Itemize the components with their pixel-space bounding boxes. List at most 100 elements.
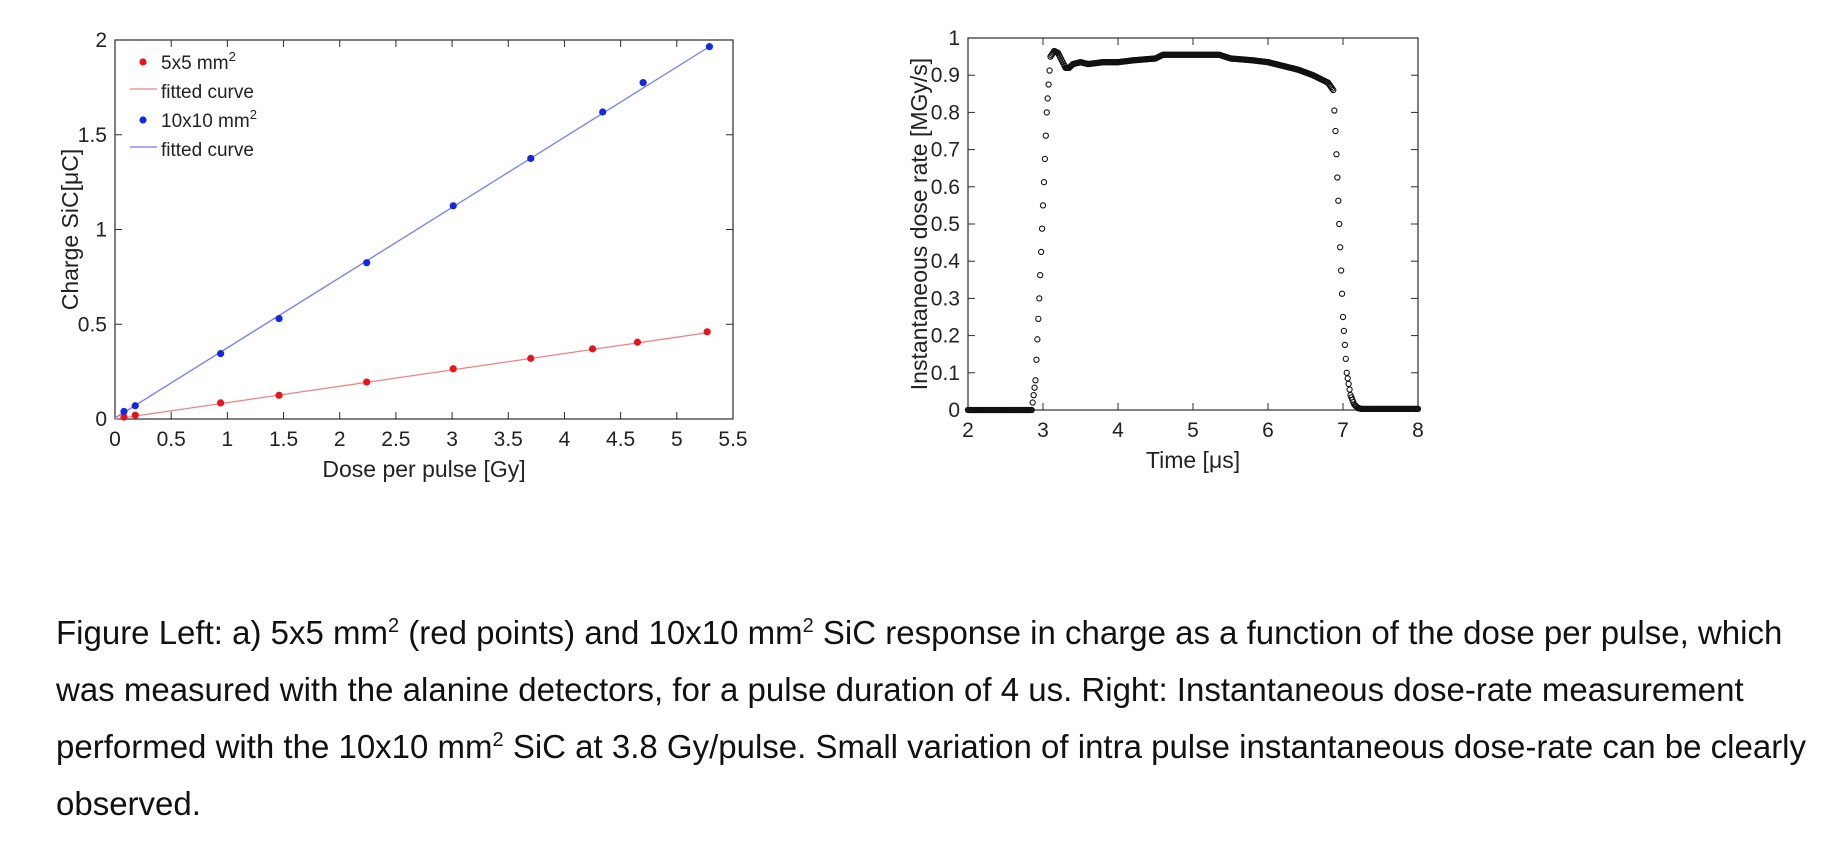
x-tick-label: 7 bbox=[1337, 419, 1349, 442]
data-point bbox=[1340, 327, 1348, 335]
data-point bbox=[1028, 406, 1035, 414]
fitted-curve-line bbox=[114, 332, 708, 420]
legend-entry-sup: 2 bbox=[250, 107, 257, 122]
x-tick-label: 4 bbox=[1112, 419, 1124, 442]
data-point bbox=[131, 411, 139, 419]
y-tick-label: 0.6 bbox=[931, 176, 960, 199]
y-tick-label: 2 bbox=[95, 29, 107, 52]
y-tick-label: 0 bbox=[948, 399, 960, 422]
caption-part-3: SiC response in charge as a function of … bbox=[56, 614, 1783, 765]
data-point bbox=[1029, 399, 1036, 406]
y-tick-label: 0.9 bbox=[931, 64, 960, 87]
data-point bbox=[1334, 174, 1341, 181]
data-point bbox=[1337, 244, 1344, 251]
x-tick-label: 1.5 bbox=[269, 428, 298, 451]
data-point bbox=[1044, 95, 1051, 102]
y-tick-label: 0 bbox=[95, 408, 107, 431]
x-tick-label: 8 bbox=[1412, 419, 1424, 442]
data-point bbox=[633, 338, 642, 346]
data-point bbox=[1337, 267, 1345, 274]
data-point bbox=[1336, 220, 1343, 228]
x-tick-label: 6 bbox=[1262, 419, 1274, 442]
data-point bbox=[363, 378, 371, 386]
x-tick-label: 5.5 bbox=[718, 428, 747, 451]
data-point bbox=[1037, 271, 1044, 279]
y-tick-label: 1.5 bbox=[78, 124, 107, 147]
x-tick-label: 4 bbox=[559, 428, 571, 451]
x-tick-label: 0.5 bbox=[157, 428, 186, 451]
legend-entry: 10x10 mm2 bbox=[161, 107, 257, 132]
data-point bbox=[1039, 202, 1047, 209]
data-point bbox=[120, 407, 128, 416]
data-point bbox=[275, 391, 283, 399]
data-point bbox=[588, 345, 597, 353]
data-point bbox=[703, 328, 711, 336]
fitted-curve-line bbox=[114, 46, 710, 419]
y-tick-label: 0.3 bbox=[931, 287, 960, 310]
data-point bbox=[275, 314, 283, 323]
legend-entry: fitted curve bbox=[161, 140, 254, 161]
caption-part-2: (red points) and 10x10 mm bbox=[399, 614, 803, 651]
y-axis-label: Charge SiC[μC] bbox=[57, 149, 83, 311]
y-tick-label: 0.1 bbox=[931, 362, 960, 385]
legend-entry-label: fitted curve bbox=[161, 82, 254, 103]
data-point bbox=[1330, 86, 1337, 94]
right-chart: 2 3 4 5 6 7 8 0 0.1 0.2 0.3 0.4 0.5 0.6 0.7 0.8 0.9 1 Time… bbox=[906, 27, 1424, 473]
legend-entry-sup: 2 bbox=[229, 49, 236, 64]
legend-entry: 5x5 mm2 bbox=[161, 49, 236, 74]
data-point bbox=[1043, 109, 1050, 116]
x-tick-label: 2 bbox=[334, 428, 346, 451]
data-point bbox=[1031, 384, 1038, 391]
y-tick-label: 0.8 bbox=[931, 101, 960, 124]
data-point bbox=[1342, 355, 1349, 362]
x-axis-label: Dose per pulse [Gy] bbox=[322, 456, 525, 482]
data-point bbox=[1030, 391, 1037, 399]
legend-entry: fitted curve bbox=[161, 82, 254, 103]
data-point bbox=[217, 399, 225, 407]
legend-entry-label: 5x5 mm bbox=[161, 53, 229, 74]
x-tick-label: 5 bbox=[1187, 419, 1199, 442]
data-point bbox=[1037, 248, 1045, 256]
x-tick-label: 5 bbox=[671, 428, 683, 451]
x-tick-label: 0 bbox=[109, 428, 121, 451]
data-point bbox=[1036, 295, 1043, 302]
plot-area bbox=[967, 37, 1419, 411]
data-point bbox=[1331, 107, 1338, 114]
data-point bbox=[1414, 405, 1422, 413]
figure-caption: Figure Left: a) 5x5 mm 2 (red points) and… bbox=[56, 604, 1826, 832]
y-tick-label: 0.2 bbox=[931, 325, 960, 348]
data-point bbox=[1045, 81, 1052, 88]
data-point bbox=[217, 350, 225, 358]
data-point bbox=[705, 43, 714, 51]
y-axis-label: Instantaneous dose rate [MGy/s] bbox=[906, 58, 932, 390]
data-point bbox=[1329, 85, 1336, 92]
data-point bbox=[527, 354, 535, 362]
data-point bbox=[1040, 178, 1048, 186]
y-tick-label: 0.5 bbox=[78, 313, 107, 336]
y-tick-label: 0.4 bbox=[931, 250, 961, 273]
data-point bbox=[1041, 155, 1049, 163]
y-tick-label: 1 bbox=[948, 27, 960, 50]
caption-sup-3: 2 bbox=[492, 729, 504, 751]
x-tick-label: 3.5 bbox=[494, 428, 523, 451]
data-point bbox=[1338, 290, 1346, 297]
x-tick-label: 1 bbox=[222, 428, 234, 451]
x-tick-label: 3 bbox=[1037, 419, 1049, 442]
x-tick-label: 3 bbox=[446, 428, 458, 451]
data-point bbox=[1332, 127, 1339, 135]
legend-marker bbox=[139, 58, 147, 66]
caption-part-1: Figure Left: a) 5x5 mm bbox=[56, 614, 388, 651]
y-tick-label: 0.5 bbox=[931, 213, 960, 236]
data-point bbox=[1339, 313, 1347, 321]
data-point bbox=[1033, 356, 1040, 363]
x-tick-label: 2.5 bbox=[381, 428, 410, 451]
data-point bbox=[449, 365, 457, 373]
data-point bbox=[1046, 67, 1053, 74]
data-point bbox=[639, 79, 647, 87]
legend-entry-label: 10x10 mm bbox=[161, 111, 250, 132]
x-tick-label: 4.5 bbox=[606, 428, 635, 451]
data-point bbox=[599, 108, 607, 116]
x-tick-label: 2 bbox=[962, 419, 974, 442]
data-point bbox=[1341, 341, 1349, 349]
left-chart: 0 0.5 1 1.5 2 2.5 3 3.5 4 4.5 5 5.5 0 0.5 1 1.5 2 Dose pe… bbox=[57, 29, 748, 482]
